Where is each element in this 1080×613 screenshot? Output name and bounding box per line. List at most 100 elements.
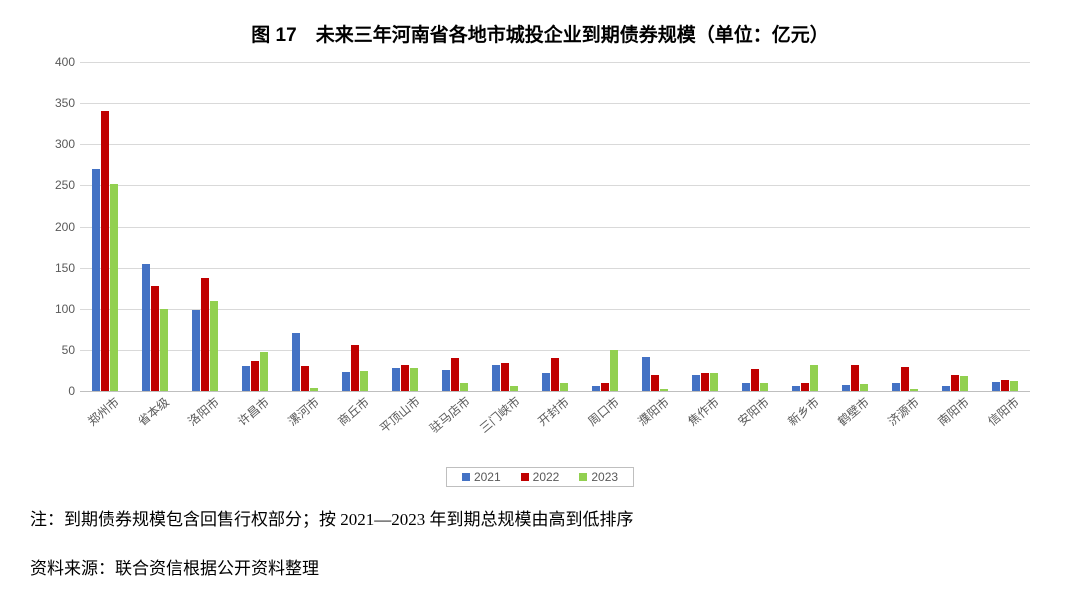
bar — [960, 376, 968, 391]
bar — [910, 389, 918, 391]
bar — [710, 373, 718, 391]
legend-label: 2021 — [474, 470, 501, 484]
bar — [551, 358, 559, 391]
bar — [92, 169, 100, 391]
chart-title: 图 17 未来三年河南省各地市城投企业到期债券规模（单位：亿元） — [30, 20, 1050, 47]
x-tick-label: 三门峡市 — [476, 393, 524, 437]
legend-item: 2021 — [462, 470, 501, 484]
y-tick-label: 250 — [40, 178, 75, 192]
x-tick-label: 新乡市 — [784, 393, 823, 429]
bar-group: 焦作市 — [680, 62, 730, 391]
bar — [692, 375, 700, 391]
bar — [401, 365, 409, 391]
bar — [560, 383, 568, 391]
legend-swatch — [579, 473, 587, 481]
x-tick-label: 省本级 — [134, 393, 173, 429]
y-tick-label: 300 — [40, 137, 75, 151]
bar — [101, 111, 109, 391]
bar — [201, 278, 209, 391]
bar — [451, 358, 459, 391]
bar-group: 郑州市 — [80, 62, 130, 391]
bar-group: 新乡市 — [780, 62, 830, 391]
legend-item: 2023 — [579, 470, 618, 484]
bar — [292, 333, 300, 391]
bar — [801, 383, 809, 391]
bar — [860, 384, 868, 391]
bar — [210, 301, 218, 391]
bar — [610, 350, 618, 391]
bar — [410, 368, 418, 391]
bar — [542, 373, 550, 391]
bar-group: 平顶山市 — [380, 62, 430, 391]
bar-group: 漯河市 — [280, 62, 330, 391]
x-tick-label: 驻马店市 — [426, 393, 474, 437]
bar — [742, 383, 750, 391]
bar — [392, 368, 400, 391]
bar-group: 许昌市 — [230, 62, 280, 391]
x-tick-label: 濮阳市 — [634, 393, 673, 429]
bar — [901, 367, 909, 391]
x-tick-label: 许昌市 — [234, 393, 273, 429]
x-tick-label: 平顶山市 — [376, 393, 424, 437]
y-tick-label: 400 — [40, 55, 75, 69]
bar — [592, 386, 600, 391]
bar — [842, 385, 850, 391]
x-tick-label: 信阳市 — [984, 393, 1023, 429]
bar-group: 三门峡市 — [480, 62, 530, 391]
bar — [192, 310, 200, 391]
bar — [242, 366, 250, 391]
chart-area: 050100150200250300350400郑州市省本级洛阳市许昌市漯河市商… — [80, 62, 1030, 462]
x-tick-label: 鹤壁市 — [834, 393, 873, 429]
bar — [310, 388, 318, 391]
bar — [651, 375, 659, 391]
bar — [251, 361, 259, 391]
bar — [110, 184, 118, 391]
bar — [442, 370, 450, 391]
bar — [701, 373, 709, 391]
bar-group: 鹤壁市 — [830, 62, 880, 391]
bar — [992, 382, 1000, 391]
y-tick-label: 100 — [40, 302, 75, 316]
legend-swatch — [462, 473, 470, 481]
bar — [510, 386, 518, 391]
bar — [951, 375, 959, 391]
bar — [342, 372, 350, 391]
bar — [660, 389, 668, 391]
bar — [360, 371, 368, 391]
y-tick-label: 350 — [40, 96, 75, 110]
x-tick-label: 焦作市 — [684, 393, 723, 429]
x-tick-label: 周口市 — [584, 393, 623, 429]
bar — [851, 365, 859, 391]
bar — [1001, 380, 1009, 391]
legend-item: 2022 — [521, 470, 560, 484]
bar-group: 洛阳市 — [180, 62, 230, 391]
x-tick-label: 漯河市 — [284, 393, 323, 429]
x-tick-label: 南阳市 — [934, 393, 973, 429]
bar-group: 商丘市 — [330, 62, 380, 391]
x-tick-label: 洛阳市 — [184, 393, 223, 429]
y-tick-label: 200 — [40, 220, 75, 234]
bar — [601, 383, 609, 391]
footnote-2: 资料来源：联合资信根据公开资料整理 — [30, 554, 1050, 585]
legend-label: 2023 — [591, 470, 618, 484]
bar-group: 南阳市 — [930, 62, 980, 391]
bar-group: 驻马店市 — [430, 62, 480, 391]
footnote-1: 注：到期债券规模包含回售行权部分；按 2021—2023 年到期总规模由高到低排… — [30, 505, 1050, 536]
legend-label: 2022 — [533, 470, 560, 484]
bar — [642, 357, 650, 391]
bar-group: 安阳市 — [730, 62, 780, 391]
bar — [160, 309, 168, 391]
bar — [301, 366, 309, 391]
x-tick-label: 开封市 — [534, 393, 573, 429]
plot-region: 050100150200250300350400郑州市省本级洛阳市许昌市漯河市商… — [80, 62, 1030, 392]
bars-row: 郑州市省本级洛阳市许昌市漯河市商丘市平顶山市驻马店市三门峡市开封市周口市濮阳市焦… — [80, 62, 1030, 391]
x-tick-label: 济源市 — [884, 393, 923, 429]
bar — [892, 383, 900, 391]
bar-group: 濮阳市 — [630, 62, 680, 391]
bar — [260, 352, 268, 391]
bar-group: 周口市 — [580, 62, 630, 391]
y-tick-label: 150 — [40, 261, 75, 275]
bar — [142, 264, 150, 391]
x-tick-label: 安阳市 — [734, 393, 773, 429]
bar — [942, 386, 950, 391]
